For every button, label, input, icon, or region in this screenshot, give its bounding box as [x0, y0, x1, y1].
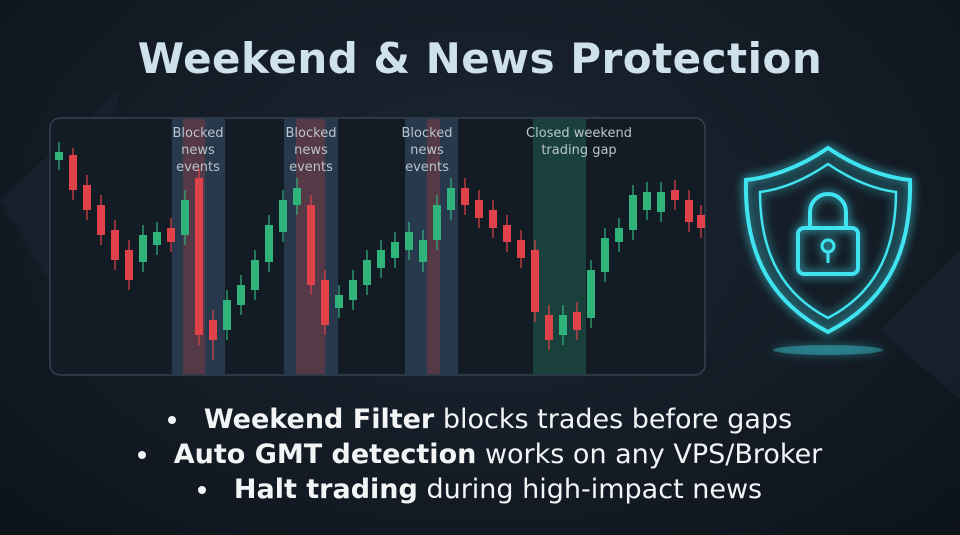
zone-label: Blocked news events — [172, 126, 224, 175]
bullet-text: blocks trades before gaps — [442, 404, 793, 435]
candles-red — [69, 155, 705, 340]
bullet-text: during high-impact news — [426, 474, 763, 505]
bg-shape — [880, 250, 960, 400]
zone-inner — [427, 119, 440, 374]
bullet-bold: Auto GMT detection — [173, 439, 477, 470]
zone-label: Blocked news events — [285, 126, 337, 175]
bullet: Weekend Filter blocks trades before gaps — [0, 402, 960, 437]
bullet-list: Weekend Filter blocks trades before gaps… — [0, 402, 960, 507]
bullet: Halt trading during high-impact news — [0, 472, 960, 507]
bullet-text: works on any VPS/Broker — [484, 439, 823, 470]
candles-green — [55, 152, 665, 335]
bullet: Auto GMT detection works on any VPS/Brok… — [0, 437, 960, 472]
bullet-bold: Weekend Filter — [203, 404, 435, 435]
shield-icon — [743, 145, 913, 355]
zone-label: Closed weekend trading gap — [526, 126, 632, 158]
title: Weekend & News Protection — [137, 34, 823, 83]
zone-label: Blocked news events — [401, 126, 453, 175]
bullet-bold: Halt trading — [233, 474, 418, 505]
